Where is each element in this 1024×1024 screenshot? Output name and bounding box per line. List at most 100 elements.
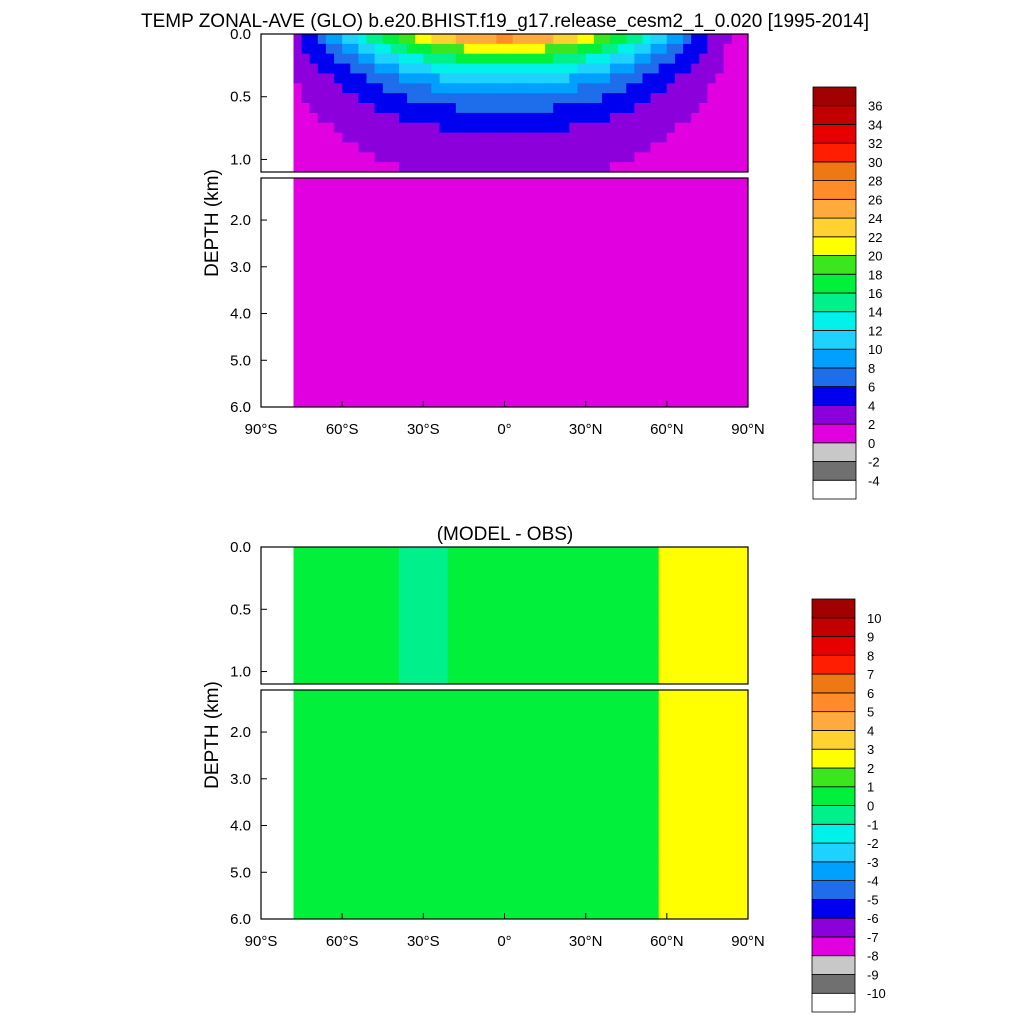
field-cell (731, 178, 741, 193)
field-cell (455, 83, 465, 94)
field-cell (610, 235, 619, 251)
field-cell (658, 378, 668, 394)
field-cell (610, 152, 619, 163)
field-cell (366, 804, 376, 820)
field-cell (691, 83, 700, 94)
field-cell (334, 818, 343, 834)
field-cell (488, 235, 497, 251)
field-cell (731, 625, 741, 636)
field-cell (512, 586, 522, 597)
field-cell (431, 83, 440, 94)
field-cell (618, 93, 627, 104)
field-cell (723, 664, 733, 675)
field-cell (390, 732, 400, 748)
field-cell (569, 132, 578, 143)
field-cell (382, 605, 392, 616)
field-cell (382, 595, 392, 607)
field-cell (301, 83, 311, 94)
field-cell (415, 335, 424, 351)
field-cell (366, 192, 376, 208)
field-cell (675, 263, 684, 279)
field-cell (342, 206, 351, 222)
field-cell (472, 790, 481, 805)
field-cell (723, 292, 733, 308)
field-cell (317, 43, 327, 55)
field-cell (731, 747, 741, 763)
field-cell (658, 654, 668, 665)
field-cell (382, 53, 392, 65)
field-cell (293, 732, 303, 748)
field-cell (553, 392, 562, 408)
field-cell (382, 132, 392, 143)
field-cell (699, 220, 708, 236)
field-cell (537, 278, 546, 293)
field-cell (301, 876, 311, 891)
field-cell (739, 625, 749, 636)
field-cell (472, 112, 481, 124)
field-cell (455, 73, 465, 84)
field-cell (577, 818, 587, 834)
field-cell (601, 861, 611, 877)
field-cell (455, 732, 465, 748)
field-cell (431, 73, 440, 84)
field-cell (334, 83, 343, 94)
field-cell (634, 747, 643, 763)
field-cell (585, 566, 595, 577)
field-cell (675, 192, 684, 208)
field-cell (390, 335, 400, 351)
field-cell (601, 818, 611, 834)
field-cell (309, 833, 319, 848)
field-cell (610, 192, 619, 208)
field-cell (334, 63, 343, 74)
field-cell (342, 718, 351, 734)
field-cell (374, 605, 384, 616)
field-cell (642, 132, 652, 143)
field-cell (293, 178, 303, 193)
field-cell (301, 625, 311, 636)
colorbar-box (812, 367, 857, 387)
field-cell (350, 321, 359, 336)
field-cell (739, 152, 749, 163)
field-cell (634, 349, 643, 365)
field-cell (520, 775, 530, 791)
field-cell (626, 644, 635, 656)
field-cell (528, 206, 538, 222)
field-cell (317, 249, 327, 265)
field-cell (666, 292, 676, 308)
field-cell (553, 790, 562, 805)
field-cell (504, 644, 514, 656)
field-cell (707, 790, 716, 805)
field-cell (317, 103, 327, 114)
field-cell (366, 615, 376, 626)
field-cell (520, 292, 530, 308)
field-cell (569, 112, 578, 124)
field-cell (691, 635, 700, 646)
field-cell (496, 349, 505, 365)
field-cell (390, 818, 400, 834)
field-cell (723, 142, 733, 153)
field-cell (455, 192, 465, 208)
field-cell (374, 654, 384, 665)
field-cell (520, 249, 530, 265)
field-cell (439, 664, 449, 675)
field-cell (472, 63, 481, 74)
field-cell (683, 775, 692, 791)
field-cell (577, 306, 587, 322)
field-cell (666, 278, 676, 293)
field-cell (358, 775, 367, 791)
field-cell (309, 321, 319, 336)
field-cell (610, 625, 619, 636)
field-cell (431, 43, 440, 55)
field-cell (626, 718, 635, 734)
field-cell (317, 635, 327, 646)
field-cell (634, 547, 643, 558)
field-cell (569, 664, 578, 675)
field-cell (439, 566, 449, 577)
field-cell (585, 890, 595, 906)
field-cell (593, 556, 603, 568)
field-cell (585, 556, 595, 568)
field-cell (642, 547, 652, 558)
field-cell (731, 206, 741, 222)
field-cell (439, 83, 449, 94)
field-cell (480, 112, 489, 124)
